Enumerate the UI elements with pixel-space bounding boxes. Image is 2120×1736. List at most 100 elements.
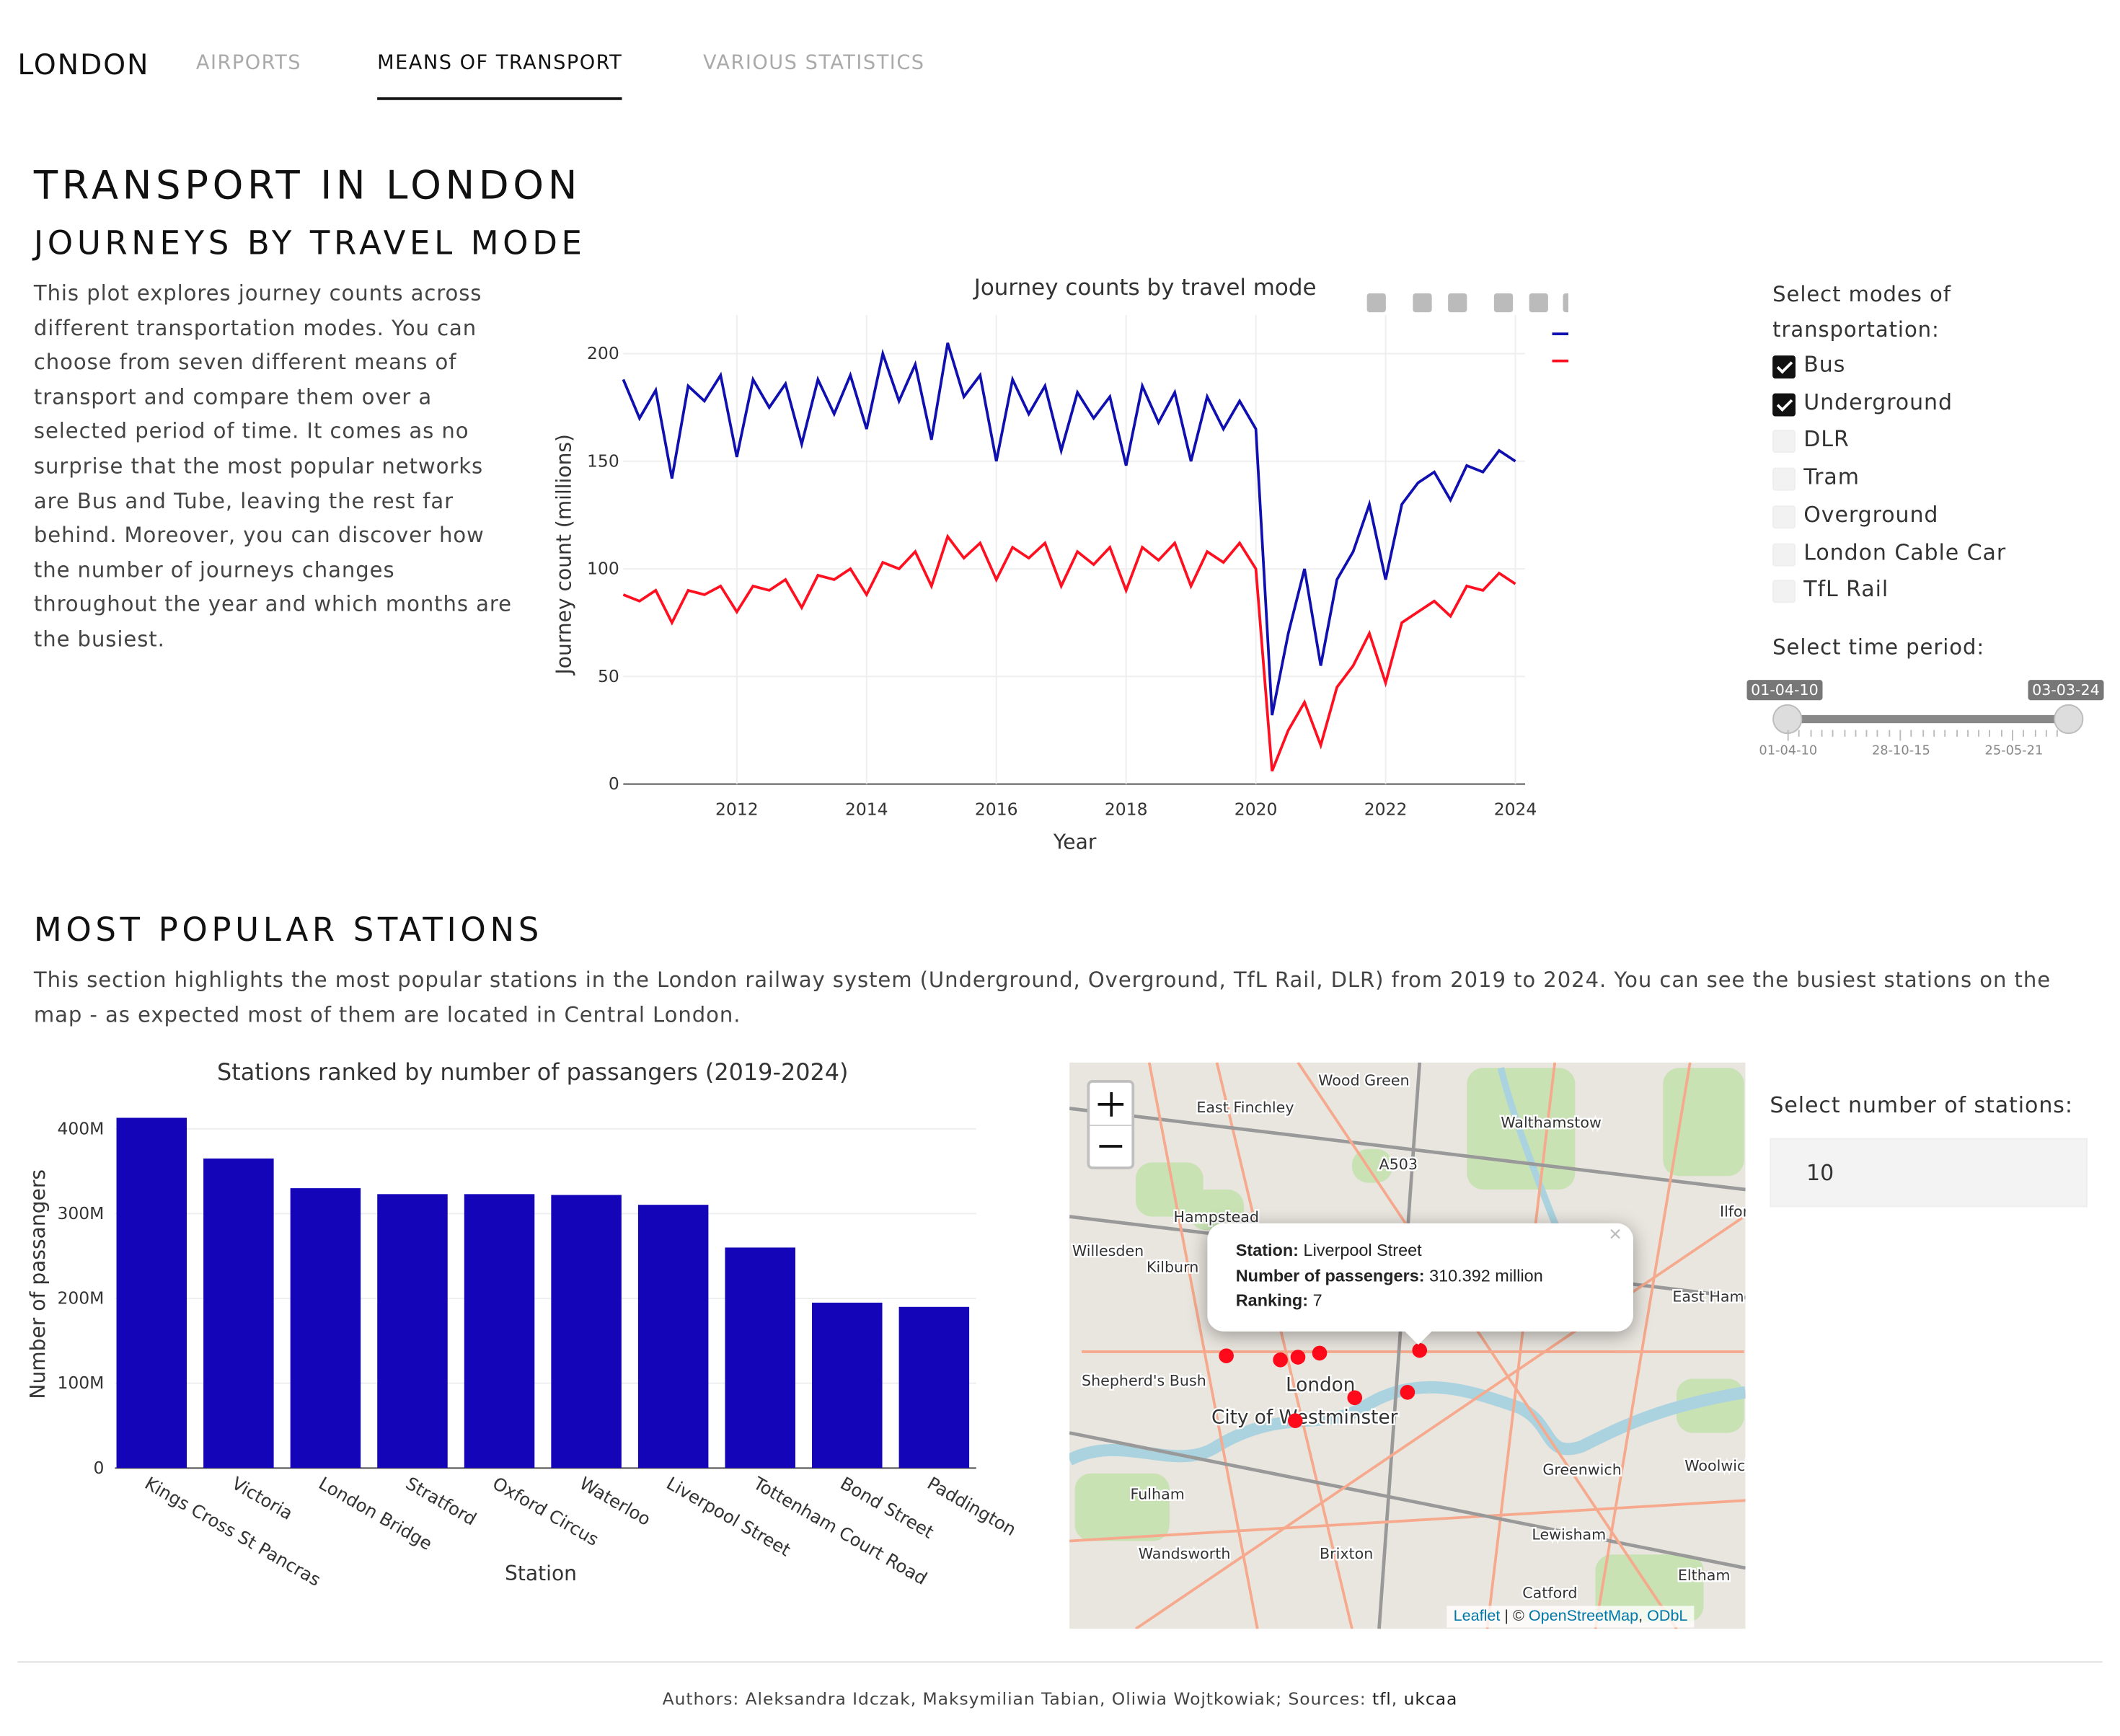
place-label: Greenwich [1542,1461,1621,1479]
place-label: East Ham [1672,1288,1744,1306]
nav-tab[interactable]: MEANS OF TRANSPORT [377,53,623,75]
page-title: TRANSPORT IN LONDON [33,162,582,208]
park [1190,1190,1244,1231]
source-link[interactable]: ukcaa [1403,1688,1458,1709]
attribution-link[interactable]: OpenStreetMap [1528,1608,1639,1625]
source-link[interactable]: tfl [1372,1688,1392,1709]
checkbox[interactable] [1772,580,1796,603]
zoom-out[interactable] [1099,1145,1123,1148]
checkbox-label: DLR [1803,426,1850,452]
slider-track [1787,714,2069,724]
modebar-button[interactable] [1529,293,1548,313]
place-label: Wandsworth [1139,1545,1231,1562]
zoom-divider [1090,1125,1132,1126]
place-label: Lewisham [1532,1526,1606,1544]
station-marker[interactable] [1219,1348,1234,1363]
section-heading: JOURNEYS BY TRAVEL MODE [33,224,586,262]
footer-text: Authors: Aleksandra Idczak, Maksymilian … [662,1688,1366,1709]
x-tick-label: 2020 [1235,800,1278,820]
series-line [622,342,1516,716]
bar [377,1194,448,1469]
place-label: Walthamstow [1501,1114,1602,1131]
slider-tick [1832,730,1834,737]
checkbox[interactable] [1772,505,1796,528]
modebar-button[interactable] [1563,293,1569,313]
x-axis-title: Station [505,1562,577,1585]
station-marker[interactable] [1287,1413,1303,1428]
station-marker[interactable] [1290,1350,1306,1365]
attribution: Leaflet | © OpenStreetMap, ODbL [1447,1606,1695,1628]
bar [812,1302,883,1469]
road [1147,1062,1259,1629]
check-mark [1776,357,1793,374]
modebar-button[interactable] [1448,293,1467,313]
nav-tab[interactable]: AIRPORTS [195,53,301,75]
modes-label: Select modes of transportation: [1772,282,1951,342]
y-axis-title: Journey count (millions) [552,434,575,676]
zoom-in[interactable] [1109,1092,1113,1117]
x-tick-label: 2014 [845,800,888,820]
station-marker[interactable] [1347,1390,1363,1406]
slider-tick [1956,730,1958,737]
river [1069,1381,1746,1466]
popup-key: Number of passengers: [1235,1265,1425,1285]
popup-row: Number of passengers: 310.392 million [1236,1263,1543,1288]
check-mark [1776,394,1793,412]
checkbox[interactable] [1772,542,1796,566]
modebar-button[interactable] [1493,293,1514,313]
park [1136,1162,1203,1217]
attribution-link[interactable]: Leaflet [1453,1608,1501,1625]
place-label: Shepherd's Bush [1082,1372,1206,1389]
popup-close[interactable]: × [1609,1223,1622,1246]
station-marker[interactable] [1400,1384,1415,1400]
slider-tick [1978,730,1980,737]
slider-mark-label: 28-10-15 [1871,743,1930,758]
checkbox[interactable] [1772,467,1796,491]
popup-row: Station: Liverpool Street [1236,1239,1422,1264]
x-tick-label: Paddington [924,1473,1020,1541]
x-tick-label: 2022 [1364,800,1408,820]
y-tick-label: 100 [587,559,619,579]
checkbox-label: TfL Rail [1803,576,1889,602]
zoom-control [1087,1080,1135,1169]
y-tick-label: 400M [57,1118,104,1138]
slider-tick [1899,730,1902,741]
slider-tick [2000,730,2002,737]
attribution-text: , [1638,1608,1643,1625]
place-label: Willesden [1072,1242,1144,1259]
y-tick-label: 0 [609,774,619,794]
checkbox-label: Tram [1803,464,1860,490]
modebar-button[interactable] [1413,293,1432,313]
count-input[interactable]: 10 [1770,1138,2088,1208]
checkbox[interactable] [1772,393,1796,416]
slider-handle[interactable] [2054,704,2084,735]
place-label: London [1286,1374,1355,1396]
popup-value: 7 [1312,1290,1322,1310]
slider-tick [1798,730,1801,737]
slider-tick [1910,730,1912,737]
station-marker[interactable] [1273,1352,1288,1368]
place-label: Catford [1522,1584,1577,1601]
checkbox[interactable] [1772,355,1796,378]
y-tick-label: 300M [57,1203,104,1223]
slider-tick [1855,730,1856,737]
bar [464,1194,535,1469]
bar [116,1117,187,1469]
brand[interactable]: LONDON [17,48,150,81]
separator: , [1391,1688,1398,1709]
road [1485,1062,1557,1629]
count-label: Select number of stations: [1770,1092,2073,1118]
station-marker[interactable] [1312,1345,1328,1361]
checkbox[interactable] [1772,430,1796,453]
nav-tab[interactable]: VARIOUS STATISTICS [703,53,925,75]
x-tick-label: 2024 [1494,800,1537,820]
station-marker[interactable] [1412,1342,1428,1358]
modebar-button[interactable] [1366,293,1386,313]
place-label: Kilburn [1147,1258,1198,1275]
attribution-link[interactable]: ODbL [1647,1608,1688,1625]
popup: × Station: Liverpool Street Number of pass… [1207,1223,1633,1332]
road [1134,1215,1745,1629]
